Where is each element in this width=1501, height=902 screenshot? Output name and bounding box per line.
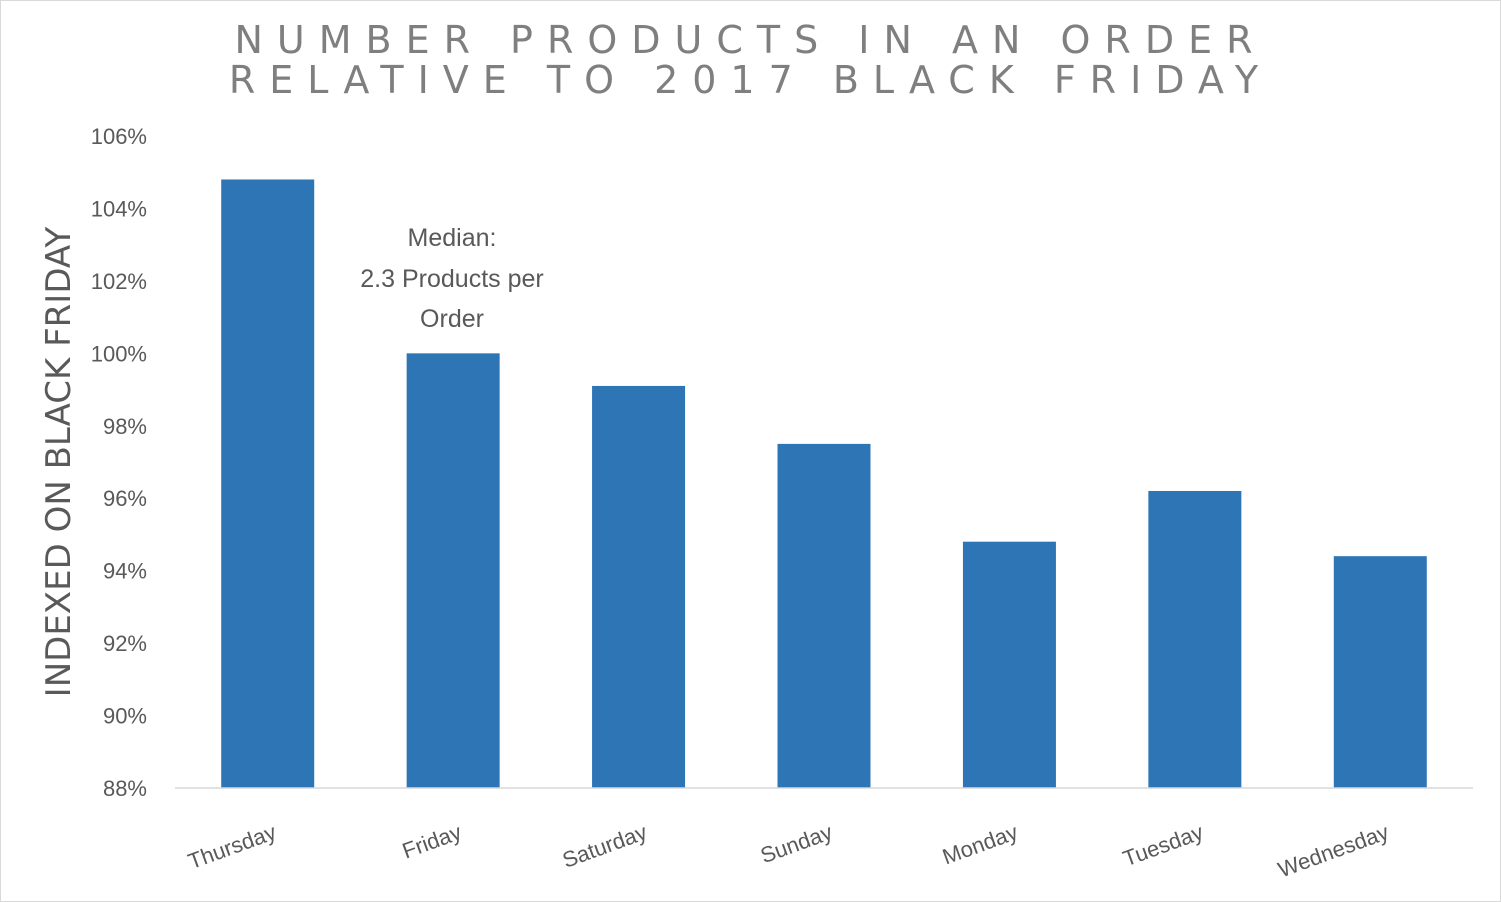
bar-saturday: [592, 385, 686, 788]
annotation-line-1: Median:: [408, 224, 497, 252]
y-tick-label: 92%: [103, 631, 147, 656]
bar-tuesday: [1148, 490, 1242, 788]
y-tick-label: 90%: [103, 704, 147, 729]
y-tick-label: 100%: [91, 341, 147, 366]
y-tick-label: 106%: [91, 124, 147, 149]
annotation-line-3: Order: [420, 305, 484, 333]
y-tick-label: 94%: [103, 559, 147, 584]
chart-title-line-2: RELATIVE TO 2017 BLACK FRIDAY: [228, 58, 1273, 102]
y-tick-label: 98%: [103, 414, 147, 439]
bar-wednesday: [1333, 556, 1427, 788]
bar-friday: [406, 353, 500, 788]
bar-sunday: [777, 443, 871, 788]
y-axis-label: INDEXED ON BLACK FRIDAY: [39, 226, 79, 697]
x-tick-label: Monday: [939, 819, 1021, 869]
x-tick-label: Friday: [399, 819, 465, 863]
x-tick-label: Thursday: [185, 819, 280, 874]
x-tick-label: Tuesday: [1119, 819, 1206, 871]
x-tick-label: Sunday: [757, 819, 836, 868]
y-tick-label: 88%: [103, 776, 147, 801]
annotation-line-2: 2.3 Products per: [360, 265, 543, 293]
x-tick-label: Wednesday: [1275, 819, 1392, 882]
bar-monday: [962, 541, 1056, 788]
y-tick-label: 96%: [103, 486, 147, 511]
y-tick-label: 104%: [91, 196, 147, 221]
chart-title-line-1: NUMBER PRODUCTS IN AN ORDER: [234, 18, 1267, 62]
bar-thursday: [221, 179, 315, 788]
x-tick-label: Saturday: [559, 819, 650, 873]
y-tick-label: 102%: [91, 269, 147, 294]
